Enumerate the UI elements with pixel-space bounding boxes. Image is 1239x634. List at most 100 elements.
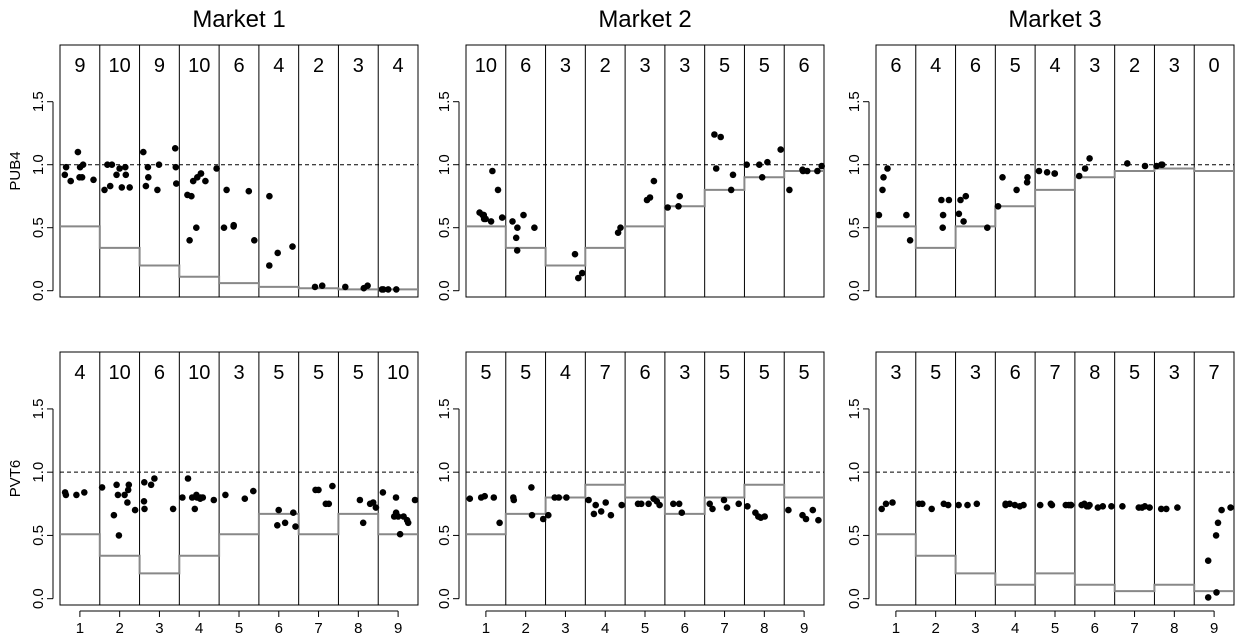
data-point: [955, 501, 962, 509]
x-tick-label: 5: [641, 620, 649, 634]
y-tick-label: 0.0: [30, 588, 47, 609]
x-tick-label: 2: [931, 620, 939, 634]
data-point: [1023, 179, 1031, 186]
data-point: [712, 165, 720, 172]
data-point: [191, 505, 199, 513]
data-point: [496, 519, 503, 527]
y-tick-label: 1.5: [846, 91, 863, 112]
data-point: [289, 243, 296, 250]
y-tick-label: 0.0: [30, 280, 47, 301]
data-point: [878, 505, 885, 513]
x-tick-label: 1: [76, 620, 84, 634]
data-point: [1036, 501, 1044, 509]
count-label: 5: [799, 362, 810, 384]
count-label: 5: [1129, 362, 1140, 384]
data-point: [999, 174, 1006, 181]
data-point: [585, 496, 592, 504]
count-label: 4: [273, 55, 284, 77]
count-label: 10: [387, 362, 409, 384]
y-tick-label: 1.0: [846, 154, 863, 175]
data-point: [880, 174, 887, 181]
data-point: [706, 500, 713, 508]
data-point: [74, 148, 82, 156]
y-axis-title: PUB4: [7, 151, 24, 190]
x-tick-label: 9: [800, 620, 808, 634]
data-point: [512, 234, 520, 242]
data-point: [1204, 557, 1212, 564]
data-point: [392, 494, 400, 501]
data-point: [1159, 161, 1166, 168]
data-point: [62, 491, 70, 499]
data-point: [124, 486, 132, 494]
data-point: [106, 182, 114, 190]
count-label: 3: [890, 362, 901, 384]
data-point: [1124, 160, 1131, 167]
data-point: [241, 495, 249, 503]
data-point: [393, 286, 400, 293]
data-point: [73, 491, 80, 499]
x-tick-label: 9: [394, 620, 402, 634]
y-tick-label: 1.5: [436, 398, 453, 419]
data-point: [928, 505, 935, 513]
data-point: [889, 499, 896, 506]
data-point: [61, 171, 69, 179]
data-point: [360, 284, 368, 292]
x-tick-label: 6: [681, 620, 689, 634]
data-point: [1016, 503, 1024, 510]
data-point: [882, 500, 890, 508]
data-point: [602, 499, 609, 506]
data-point: [653, 498, 661, 505]
data-point: [173, 180, 180, 187]
data-point: [404, 519, 412, 527]
step-series: [466, 483, 824, 536]
count-label: 10: [109, 55, 131, 77]
data-point: [761, 513, 768, 520]
data-point: [494, 186, 502, 194]
count-label: 3: [679, 362, 690, 384]
data-point: [411, 496, 419, 504]
panel-frame: [465, 44, 825, 298]
count-label: 4: [1049, 55, 1060, 77]
count-label: 3: [1169, 362, 1180, 384]
data-point: [171, 145, 179, 152]
data-point: [1163, 505, 1170, 513]
data-point: [155, 161, 163, 168]
count-label: 3: [1089, 55, 1100, 77]
count-label: 6: [520, 55, 531, 77]
data-point: [756, 161, 763, 168]
data-point: [675, 500, 683, 508]
data-point: [1214, 519, 1222, 527]
data-point: [875, 211, 883, 219]
count-label: 6: [233, 55, 244, 77]
count-label: 10: [188, 362, 210, 384]
data-point: [154, 186, 161, 194]
data-point: [939, 224, 946, 231]
data-point: [62, 163, 70, 171]
data-point: [251, 237, 258, 244]
panel-1: 9 10 9 10 6 4 2 3 4 0.0 0.5 1.0 1.5 PUB4 Market 1: [7, 6, 419, 301]
data-point: [172, 163, 180, 171]
data-point: [145, 174, 152, 181]
data-point: [815, 516, 822, 524]
data-point: [727, 186, 735, 194]
data-point: [144, 163, 152, 171]
data-point: [735, 500, 742, 508]
data-point: [179, 494, 186, 501]
x-tick-label: 2: [115, 620, 123, 634]
data-point: [266, 192, 273, 200]
count-label: 6: [154, 362, 165, 384]
data-point: [118, 184, 126, 191]
data-point: [563, 494, 570, 501]
count-label: 6: [970, 55, 981, 77]
market-title: Market 2: [598, 6, 691, 33]
y-tick-label: 1.0: [846, 462, 863, 483]
count-label: 3: [970, 362, 981, 384]
data-point: [650, 177, 658, 185]
count-label: 6: [890, 55, 901, 77]
y-tick-label: 1.5: [436, 91, 453, 112]
data-point: [1094, 504, 1102, 511]
data-point: [575, 274, 582, 282]
data-point: [222, 491, 229, 499]
data-point: [184, 191, 191, 199]
